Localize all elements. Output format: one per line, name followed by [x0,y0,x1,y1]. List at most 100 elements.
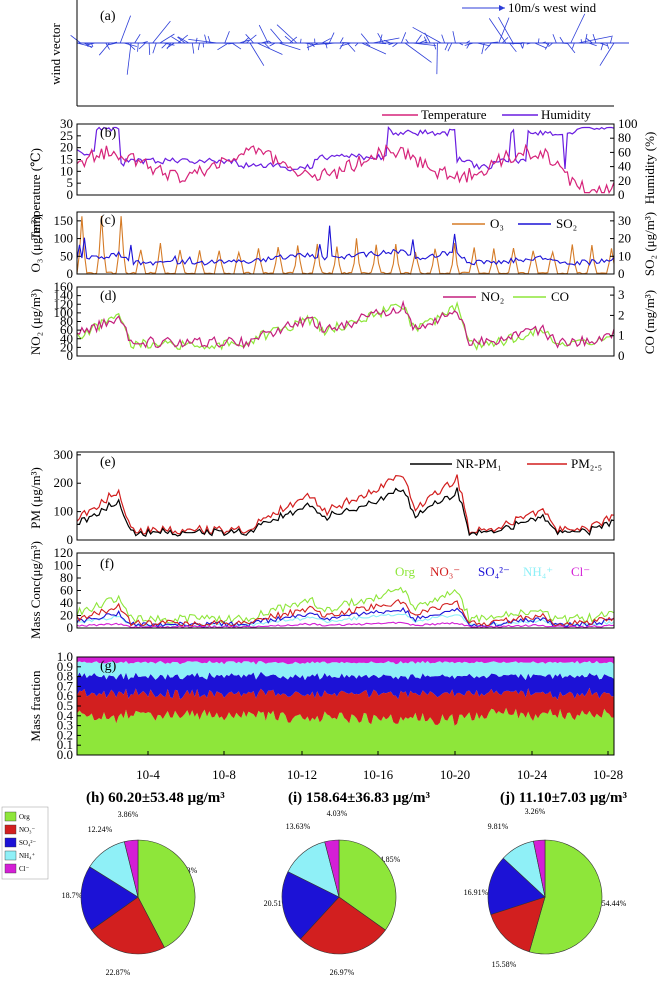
panel-e-ylabel: PM (μg/m³) [28,467,43,529]
wind-arrow [495,42,523,45]
wind-arrow [552,34,557,44]
wind-arrow [242,36,250,44]
panel-b-left-tick-label: 10 [60,163,73,178]
nh4-area [77,660,614,681]
pie-value-label-j-4: 3.26% [525,807,546,816]
pie-slice-h-0 [137,839,196,948]
wind-arrow [365,42,371,47]
wind-arrow [412,42,437,47]
wind-arrow [309,42,337,46]
no2-legend-label: NO₂ [481,289,504,304]
wind-legend-arrowhead [499,5,505,11]
pie-value-label-h-4: 3.86% [118,810,139,819]
cl-line [76,621,615,629]
panel-g-left-tick-label: 0.4 [57,708,74,723]
wind-arrow [452,31,456,44]
wind-arrow [424,36,427,44]
wind-arrow [412,26,442,44]
panel-c-right-tick-label: 10 [618,248,631,263]
wind-arrow [487,41,499,44]
pie-chart-h [80,839,196,955]
wind-arrow [123,42,137,47]
panel-a-tag: (a) [100,9,116,24]
panel-g-left-tick-label: 0.0 [57,747,73,762]
panel-b-frame [76,123,615,196]
x-tick-label-5: 10-24 [517,767,548,782]
wind-arrow [138,42,146,50]
pie-slice-j-4 [533,839,546,898]
humidity-legend-label: Humidity [541,107,591,122]
panel-c-right-tick-label: 20 [618,231,631,246]
panel-b-right-tick-label: 100 [618,116,638,131]
org-line [76,586,615,625]
pie-slice-i-2 [281,871,340,940]
panel-f-left-tick-label: 60 [60,583,73,598]
wind-arrow [404,42,432,63]
panel-b-right-tick-label: 80 [618,130,631,145]
wind-arrow [276,24,298,44]
panel-f-tag: (f) [100,557,114,572]
wind-arrow [284,35,294,44]
wind-arrow [339,37,344,44]
panel-d-left-tick-label: 60 [60,322,73,337]
panel-e-left-tick-label: 100 [54,504,74,519]
panel-e-frame [76,451,615,541]
pie-slice-j-0 [528,839,603,955]
pie-value-label-j-3: 9.81% [488,822,509,831]
wind-arrow [269,42,276,47]
wind-arrow [436,42,438,75]
pie-slice-i-0 [338,839,397,931]
panel-f-left-tick-label: 0 [67,620,74,635]
o3-legend-label: O₃ [490,216,504,231]
wind-arrow [498,16,514,44]
panel-f-legend-1: NO₃⁻ [430,564,460,579]
wind-arrow [321,38,331,44]
wind-arrow [107,42,117,46]
panel-d-right-tick-label: 3 [618,287,625,302]
wind-arrow [268,40,272,44]
wind-arrow [498,17,510,44]
pie-title-i: (i) 158.64±36.83 μg/m³ [288,790,431,806]
pie-value-label-i-3: 13.63% [286,822,311,831]
panel-d-left-tick-label: 120 [54,296,74,311]
wind-arrow [541,41,546,44]
pie-value-label-j-0: 54.44% [602,899,627,908]
wind-arrow [112,41,118,44]
humidity-line [76,126,615,172]
pm25-line [76,474,615,536]
panel-f-left-tick-label: 100 [54,558,74,573]
panel-d-left-tick-label: 140 [54,288,74,303]
pie-slice-h-2 [80,866,139,931]
wind-arrow [148,42,151,55]
panel-b-left-tick-label: 25 [60,128,73,143]
panel-c-left-tick-label: 50 [60,248,73,263]
panel-g-left-tick-label: 0.9 [57,659,73,674]
wind-arrow [501,37,509,44]
wind-arrow [152,42,157,54]
pie-slice-j-2 [487,857,546,915]
panel-g-left-tick-label: 0.2 [57,727,73,742]
wind-arrow [599,42,608,47]
wind-arrow [224,31,230,44]
wind-arrow [137,42,139,52]
pie-value-label-i-0: 34.85% [376,855,401,864]
panel-f-ylabel: Mass Conc(μg/m³) [28,541,43,639]
wind-arrow [548,42,553,47]
pie-legend-swatch-4 [4,863,17,874]
wind-arrow [433,42,437,50]
wind-arrow [260,40,270,44]
panel-d-left-tick-label: 40 [60,331,73,346]
wind-arrow [600,42,604,51]
wind-arrow [484,42,492,51]
pie-slice-h-4 [123,839,139,898]
panel-b-left-tick-label: 0 [67,187,74,202]
wind-arrow [444,42,449,51]
panel-e-left-tick-label: 0 [67,532,74,547]
panel-g-left-tick-label: 1.0 [57,649,73,664]
wind-arrow [249,42,265,66]
no3-area [77,687,614,726]
panel-b-left-tick-label: 5 [67,175,74,190]
panel-g-left-tick-label: 0.8 [57,669,73,684]
wind-arrow [141,41,148,44]
panel-d-right-tick-label: 0 [618,348,625,363]
